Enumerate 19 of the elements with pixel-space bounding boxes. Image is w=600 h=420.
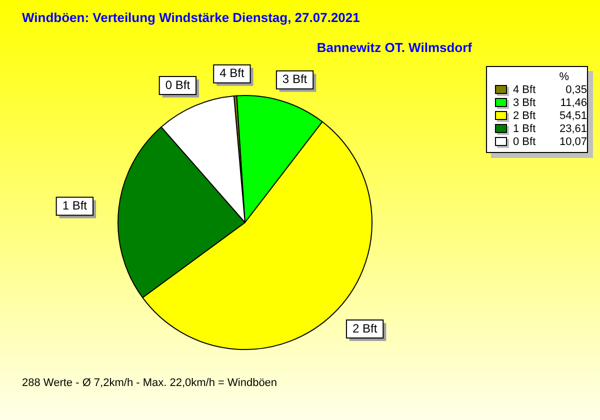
slice-label: 2 Bft <box>352 321 378 336</box>
data-label: 0,35 <box>564 84 587 96</box>
slice-label: 1 Bft <box>62 198 88 213</box>
legend-label: 2 Bft <box>513 110 537 122</box>
legend-title: % <box>558 71 570 83</box>
chart-subtitle: Bannewitz OT. Wilmsdorf <box>316 40 472 55</box>
text: 288 Werte - Ø 7,2km/h - Max. 22,0km/h = Windböen <box>22 377 278 389</box>
slice-label: 0 Bft <box>165 78 191 92</box>
data-label: 10,07 <box>558 136 587 148</box>
legend-label: 1 Bft <box>513 122 537 134</box>
data-label: 23,61 <box>558 122 587 134</box>
slice-label: 3 Bft <box>282 72 308 86</box>
chart-title: Windböen: Verteilung Windstärke Dienstag, 27.07.2021 <box>22 10 360 25</box>
slice-label: 4 Bft <box>220 66 245 80</box>
data-label: 54,51 <box>558 110 587 122</box>
legend-label: 0 Bft <box>513 136 537 148</box>
data-label: 11,46 <box>559 96 587 108</box>
legend-label: 3 Bft <box>513 96 537 108</box>
legend-label: 4 Bft <box>513 84 537 96</box>
